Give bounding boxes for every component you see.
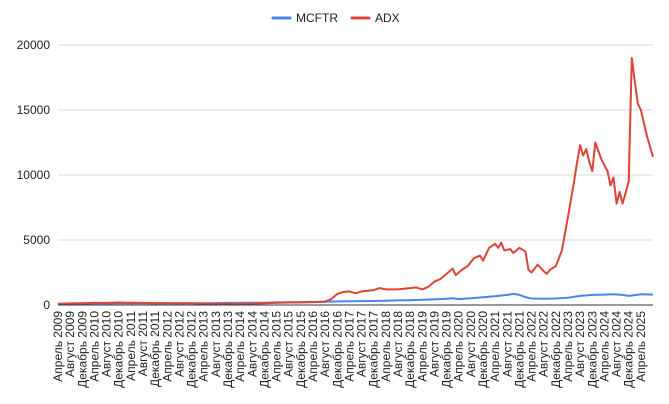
x-tick-label: Апрель 2025 — [634, 311, 648, 382]
x-tick-label: Август 2015 — [282, 311, 296, 377]
x-tick-label: Декабрь 2009 — [75, 311, 89, 388]
x-tick-label: Апрель 2022 — [525, 311, 539, 382]
x-tick-label: Август 2012 — [172, 311, 186, 377]
x-tick-label: Август 2017 — [355, 311, 369, 377]
x-tick-label: Апрель 2024 — [597, 311, 611, 382]
x-tick-label: Апрель 2019 — [415, 311, 429, 382]
x-tick-label: Апрель 2016 — [306, 311, 320, 382]
y-axis-labels: 0 5000 10000 15000 20000 — [17, 38, 51, 312]
y-tick-label: 15000 — [17, 103, 51, 117]
x-tick-label: Декабрь 2012 — [185, 311, 199, 388]
x-tick-label: Декабрь 2010 — [112, 311, 126, 388]
y-tick-label: 5000 — [23, 233, 50, 247]
x-tick-label: Апрель 2020 — [452, 311, 466, 382]
x-tick-label: Август 2022 — [537, 311, 551, 377]
x-tick-label: Август 2018 — [391, 311, 405, 377]
x-tick-label: Декабрь 2024 — [622, 311, 636, 388]
x-tick-label: Декабрь 2019 — [440, 311, 454, 388]
x-tick-label: Август 2020 — [464, 311, 478, 377]
x-tick-label: Апрель 2010 — [87, 311, 101, 382]
x-tick-label: Август 2023 — [573, 311, 587, 377]
x-tick-label: Апрель 2012 — [160, 311, 174, 382]
x-tick-label: Декабрь 2011 — [148, 311, 162, 387]
x-tick-label: Август 2013 — [209, 311, 223, 377]
x-tick-label: Апрель 2021 — [488, 311, 502, 382]
x-tick-label: Декабрь 2014 — [257, 311, 271, 388]
x-tick-label: Декабрь 2018 — [403, 311, 417, 388]
x-tick-label: Апрель 2011 — [124, 311, 138, 381]
legend-label-adx: ADX — [375, 11, 400, 25]
x-tick-label: Август 2019 — [427, 311, 441, 377]
x-tick-label: Апрель 2018 — [379, 311, 393, 382]
y-tick-label: 0 — [43, 298, 50, 312]
x-tick-label: Апрель 2009 — [51, 311, 65, 382]
x-tick-label: Декабрь 2020 — [476, 311, 490, 388]
x-tick-label: Август 2016 — [318, 311, 332, 377]
x-tick-label: Август 2011 — [136, 311, 150, 377]
x-tick-label: Август 2014 — [245, 311, 259, 377]
series-line-adx — [57, 57, 654, 305]
x-tick-label: Апрель 2023 — [561, 311, 575, 382]
x-tick-label: Декабрь 2023 — [585, 311, 599, 388]
x-tick-label: Апрель 2015 — [270, 311, 284, 382]
x-tick-label: Декабрь 2016 — [330, 311, 344, 388]
x-tick-label: Апрель 2014 — [233, 311, 247, 382]
legend: MCFTR ADX — [271, 11, 400, 25]
x-tick-label: Апрель 2013 — [197, 311, 211, 382]
x-tick-label: Декабрь 2021 — [512, 311, 526, 388]
y-tick-label: 20000 — [17, 38, 51, 52]
x-tick-label: Апрель 2017 — [342, 311, 356, 382]
x-tick-label: Август 2009 — [63, 311, 77, 377]
series-lines — [57, 57, 654, 306]
x-tick-label: Декабрь 2015 — [294, 311, 308, 388]
x-tick-label: Декабрь 2017 — [367, 311, 381, 388]
gridlines — [58, 44, 653, 241]
x-tick-label: Август 2021 — [500, 311, 514, 377]
y-tick-label: 10000 — [17, 168, 51, 182]
x-tick-label: Август 2010 — [100, 311, 114, 377]
x-tick-label: Декабрь 2022 — [549, 311, 563, 388]
legend-label-mcftr: MCFTR — [296, 11, 338, 25]
x-tick-label: Август 2024 — [610, 311, 624, 377]
x-tick-label: Декабрь 2013 — [221, 311, 235, 388]
